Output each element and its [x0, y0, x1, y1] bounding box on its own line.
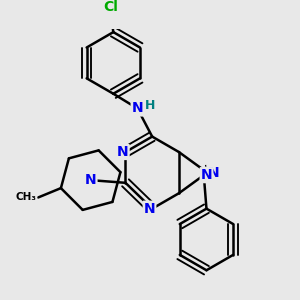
Text: N: N — [201, 168, 212, 182]
Text: N: N — [117, 145, 129, 159]
Text: N: N — [144, 202, 155, 216]
Text: N: N — [132, 101, 143, 116]
Text: CH₃: CH₃ — [16, 193, 37, 202]
Text: N: N — [207, 166, 219, 180]
Text: N: N — [85, 173, 97, 187]
Text: H: H — [145, 99, 155, 112]
Text: Cl: Cl — [103, 0, 118, 14]
